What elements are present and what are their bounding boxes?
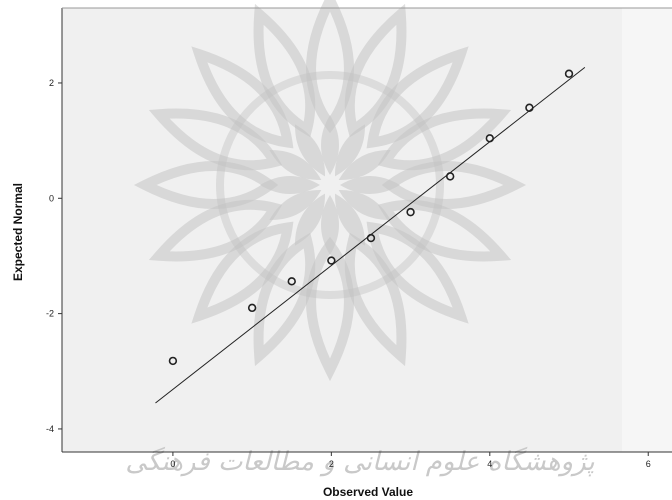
rosette-watermark-icon	[133, 0, 527, 382]
y-tick-label: 2	[49, 78, 54, 88]
data-point	[485, 134, 494, 143]
watermark-text: پژوهشگاه علوم انسانی و مطالعات فرهنگی	[125, 446, 594, 477]
data-point	[406, 207, 415, 217]
y-tick-label: -2	[46, 309, 54, 319]
rosette-inner-petal	[340, 176, 400, 194]
rosette-inner-petal	[294, 193, 326, 246]
data-point	[564, 69, 574, 78]
x-tick-label: 0	[170, 459, 175, 469]
data-point	[366, 233, 376, 243]
x-tick-label: 2	[329, 459, 334, 469]
y-tick-label: -4	[46, 424, 54, 434]
data-point	[445, 172, 455, 181]
data-point	[327, 256, 336, 265]
rosette-inner-petal	[321, 195, 339, 255]
rosette-inner-petal	[334, 193, 366, 246]
data-point	[287, 277, 296, 286]
rosette-inner-petal	[269, 149, 322, 181]
plot-right-strip	[622, 8, 672, 452]
x-tick-label: 4	[487, 459, 492, 469]
rosette-inner-petal	[321, 115, 339, 175]
x-axis-title: Observed Value	[323, 485, 413, 499]
rosette-petal	[253, 3, 316, 138]
plot-area	[62, 8, 672, 452]
rosette-inner-petal	[269, 189, 322, 221]
rosette-ring	[216, 71, 444, 299]
rosette-inner-petal	[334, 124, 366, 177]
tick-labels: 0 2 4 6 2 0 -2 -4	[46, 78, 651, 469]
rosette-inner-petal	[294, 124, 326, 177]
rosette-inner-petal	[338, 189, 391, 221]
data-points	[168, 69, 574, 366]
y-axis-title: Expected Normal	[11, 183, 25, 281]
axes	[61, 7, 672, 453]
data-point	[525, 103, 534, 112]
rosette-inner-petal	[338, 149, 391, 181]
x-tick-label: 6	[646, 459, 651, 469]
y-tick-label: 0	[49, 193, 54, 203]
data-point	[168, 356, 178, 366]
rosette-inner-petal	[260, 176, 320, 194]
data-point	[247, 303, 257, 313]
